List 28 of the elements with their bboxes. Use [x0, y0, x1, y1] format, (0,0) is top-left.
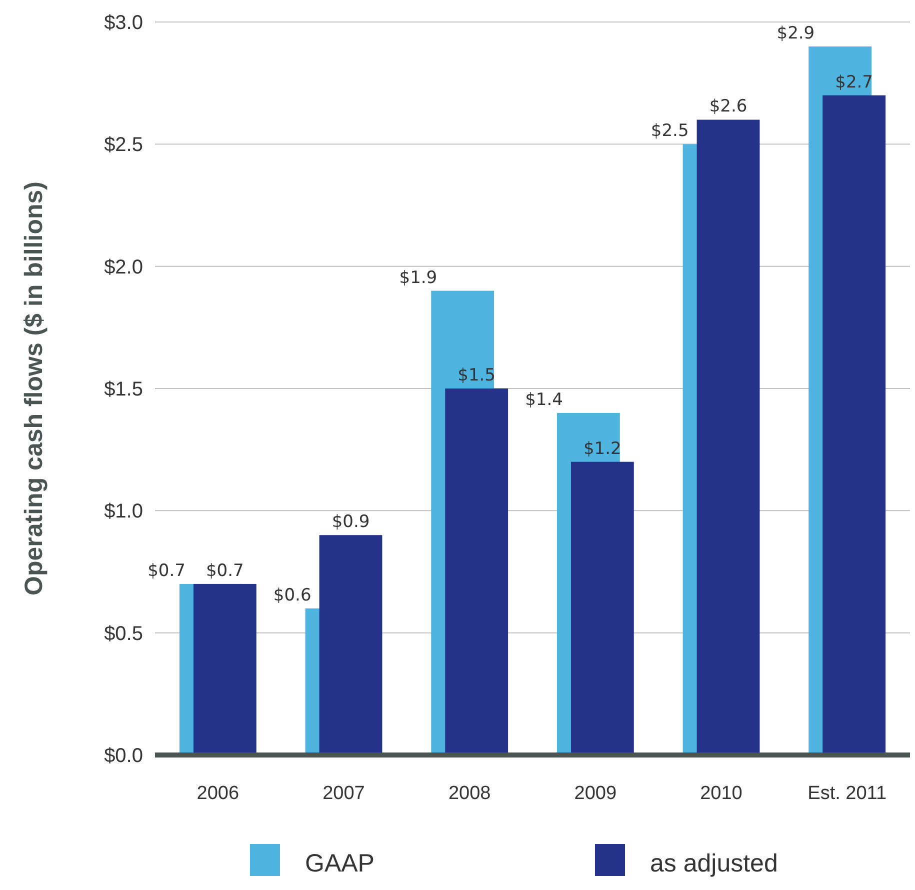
- data-label: $2.6: [709, 96, 748, 117]
- x-tick-label: 2006: [196, 783, 240, 804]
- data-label: $1.9: [399, 268, 438, 288]
- legend-label: as adjusted: [650, 850, 778, 878]
- data-label: $0.7: [206, 560, 244, 581]
- data-label: $0.6: [273, 585, 312, 606]
- data-label: $2.9: [776, 23, 815, 44]
- y-tick-label: $0.5: [104, 622, 143, 645]
- data-label: $1.4: [525, 390, 563, 410]
- data-label: $0.7: [148, 560, 186, 581]
- data-label: $2.5: [650, 121, 689, 142]
- x-tick-label: 2010: [700, 783, 742, 804]
- y-tick-label: $3.0: [104, 12, 143, 34]
- data-label: $0.9: [332, 512, 370, 532]
- y-tick-label: $1.5: [104, 378, 143, 400]
- y-tick-label: $0.0: [104, 745, 143, 767]
- x-tick-label: 2009: [574, 783, 617, 804]
- y-tick-label: $2.5: [104, 134, 143, 156]
- x-tick-label: 2007: [322, 783, 365, 804]
- y-axis-title: Operating cash flows ($ in billions): [20, 182, 48, 596]
- y-tick-label: $1.0: [104, 500, 143, 523]
- data-label: $1.2: [583, 438, 622, 459]
- data-label: $2.7: [835, 72, 874, 92]
- x-tick-label: Est. 2011: [808, 783, 887, 804]
- x-tick-label: 2008: [448, 783, 491, 804]
- legend-label: GAAP: [305, 850, 374, 878]
- y-tick-label: $2.0: [104, 256, 143, 278]
- data-label: $1.5: [458, 366, 496, 386]
